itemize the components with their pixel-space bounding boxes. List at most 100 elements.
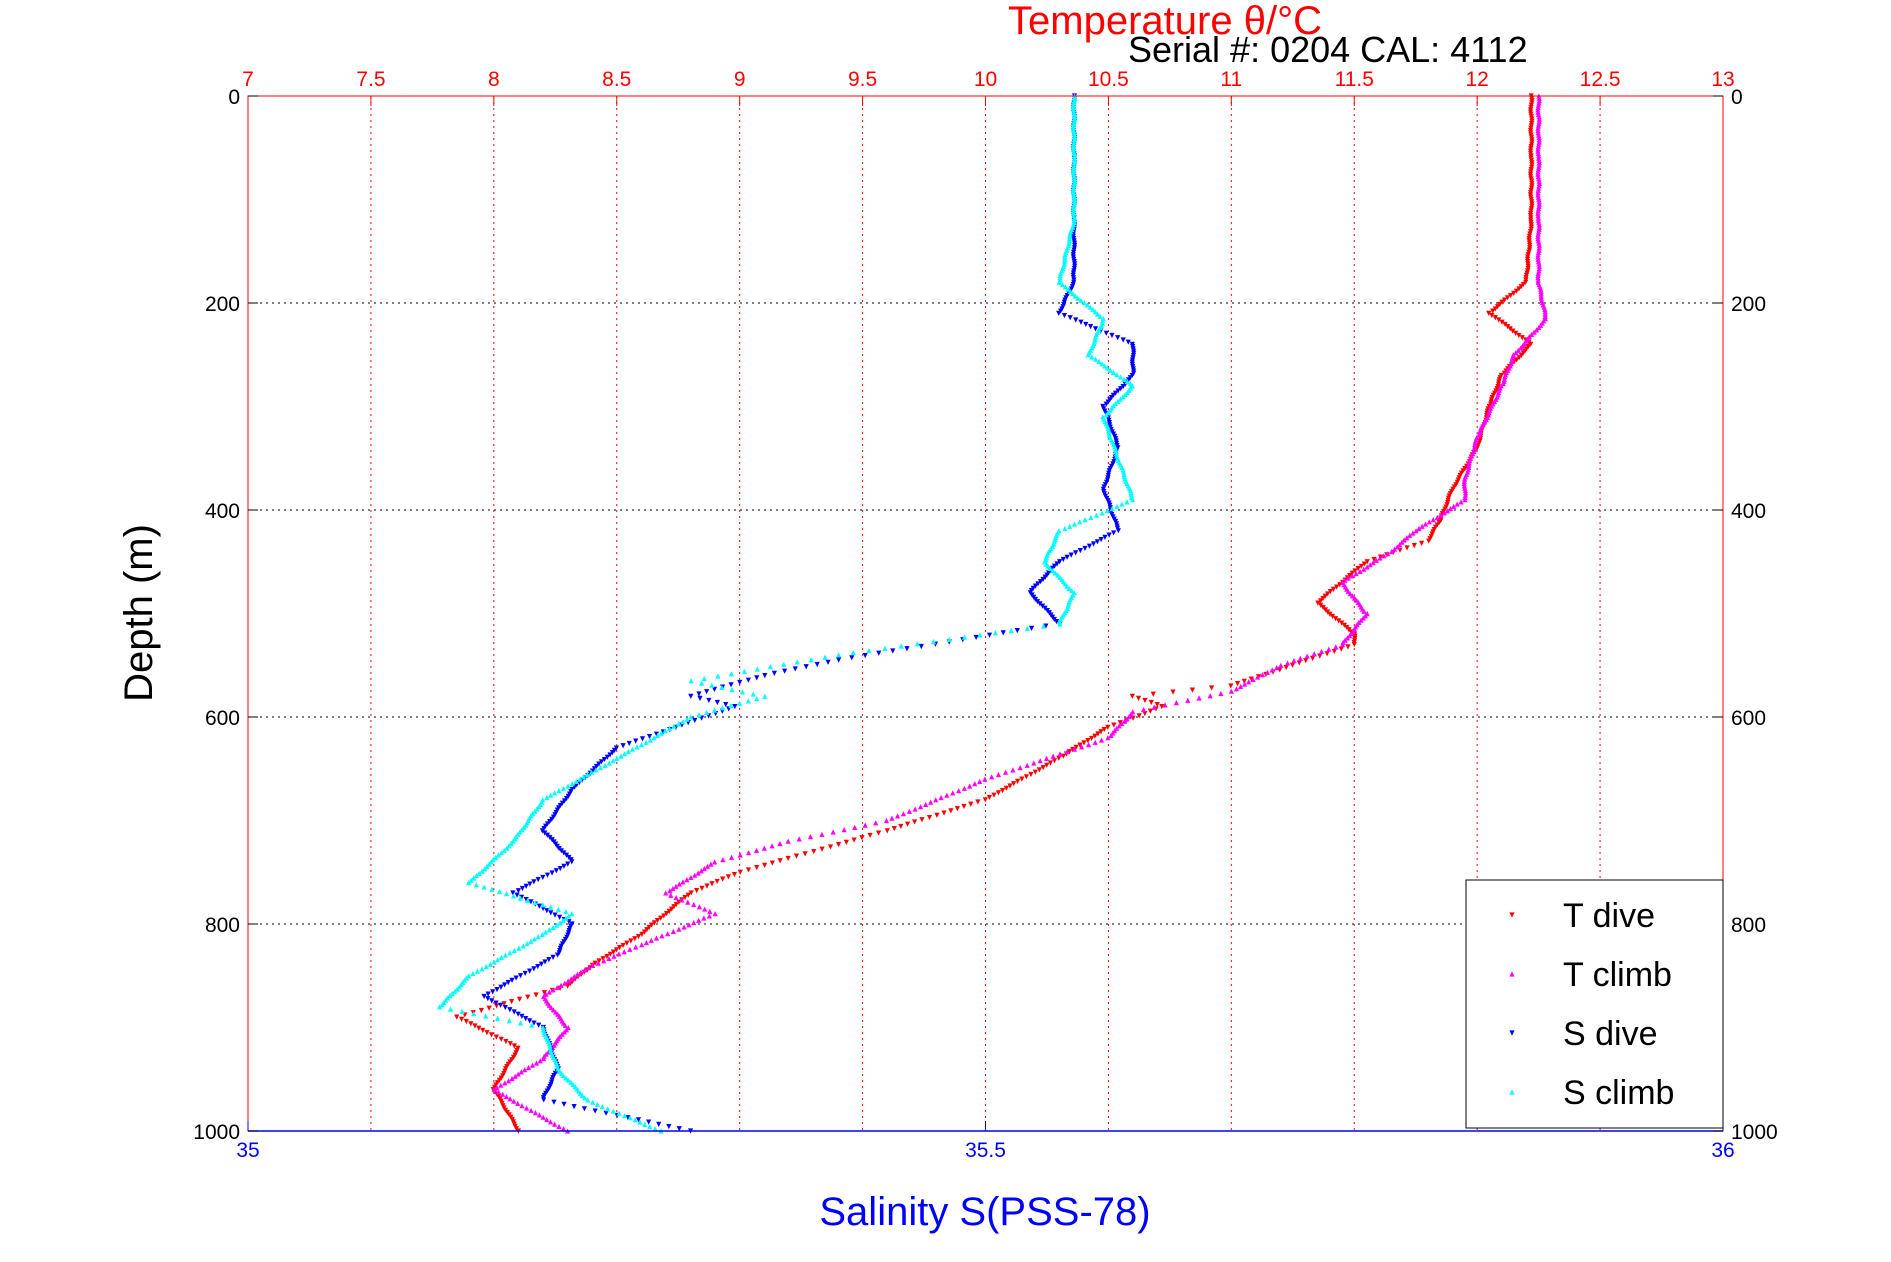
data-point (454, 1014, 460, 1020)
data-point (542, 959, 548, 965)
data-point (594, 1101, 601, 1107)
data-point (1238, 683, 1244, 690)
data-point (551, 1099, 557, 1105)
data-point (470, 970, 476, 977)
data-point (761, 845, 767, 851)
data-point (550, 954, 556, 960)
data-point (1397, 541, 1403, 548)
data-point (961, 785, 967, 791)
data-point (866, 647, 872, 654)
data-point (1185, 697, 1191, 703)
data-point (1535, 213, 1541, 219)
data-point (1344, 635, 1350, 641)
data-point (1082, 545, 1088, 552)
data-point (480, 1027, 486, 1034)
data-point (1327, 611, 1333, 617)
data-point (1060, 753, 1066, 759)
data-point (1536, 139, 1542, 145)
data-point (560, 785, 567, 791)
data-point (694, 888, 700, 894)
data-point (1291, 658, 1297, 664)
data-point (711, 707, 718, 713)
data-point (541, 1097, 547, 1103)
data-point (1106, 428, 1112, 434)
legend-label: S dive (1563, 1015, 1658, 1053)
data-point (606, 955, 612, 962)
data-point (875, 830, 882, 836)
data-point (1071, 201, 1077, 207)
data-point (923, 801, 929, 807)
data-point (550, 987, 556, 993)
data-point (485, 996, 491, 1002)
data-point (1535, 208, 1541, 214)
data-point (599, 1104, 605, 1110)
data-point (708, 861, 714, 867)
data-point (562, 1022, 568, 1028)
data-point (1264, 669, 1271, 675)
data-point (723, 701, 729, 708)
data-point (1355, 566, 1361, 572)
data-point (515, 1071, 521, 1077)
data-point (525, 994, 531, 1000)
data-point (522, 970, 528, 977)
data-point (1114, 503, 1120, 509)
data-point (950, 790, 956, 796)
data-point (1462, 485, 1468, 491)
data-point (691, 919, 697, 926)
data-point (712, 911, 718, 917)
data-point (1466, 460, 1472, 466)
data-point (1466, 464, 1472, 471)
data-point (696, 712, 702, 718)
data-point (520, 943, 526, 949)
data-point (729, 687, 735, 693)
data-point (1499, 319, 1505, 325)
data-point (704, 689, 710, 695)
data-point (1072, 134, 1078, 140)
data-point (1071, 217, 1077, 223)
data-point (1513, 288, 1520, 294)
data-point (1120, 394, 1126, 400)
data-point (1461, 480, 1467, 487)
data-point (1070, 141, 1077, 147)
data-point (1303, 658, 1309, 664)
top-tick-label: 12 (1465, 68, 1488, 91)
data-point (1094, 311, 1101, 317)
series-t-climb (491, 93, 1548, 1134)
data-point (1419, 540, 1425, 546)
data-point (1353, 570, 1359, 577)
data-point (655, 732, 661, 738)
data-point (1064, 554, 1070, 560)
data-point (685, 899, 691, 905)
data-point (1345, 575, 1351, 581)
data-point (1070, 104, 1076, 111)
data-point (1501, 376, 1507, 382)
data-point (814, 661, 820, 668)
data-point (632, 936, 638, 942)
data-point (732, 704, 738, 710)
data-point (1318, 598, 1324, 604)
data-point (1407, 532, 1413, 538)
data-point (822, 654, 828, 660)
data-point (912, 806, 918, 812)
data-point (1338, 646, 1344, 652)
data-point (1071, 137, 1078, 143)
data-point (1505, 324, 1511, 330)
data-point (1535, 127, 1541, 134)
data-point (1535, 217, 1541, 223)
data-point (1472, 441, 1478, 448)
data-point (1361, 566, 1367, 572)
data-point (673, 883, 679, 889)
data-point (906, 808, 912, 814)
data-point (754, 675, 760, 681)
data-point (1259, 672, 1266, 678)
data-point (633, 944, 639, 950)
data-point (1062, 525, 1068, 532)
data-point (524, 940, 530, 947)
data-point (986, 632, 993, 638)
data-point (1056, 755, 1062, 761)
data-point (1072, 178, 1078, 184)
data-point (995, 771, 1002, 778)
data-point (682, 894, 688, 901)
data-point (1073, 744, 1079, 750)
data-point (637, 1119, 643, 1125)
